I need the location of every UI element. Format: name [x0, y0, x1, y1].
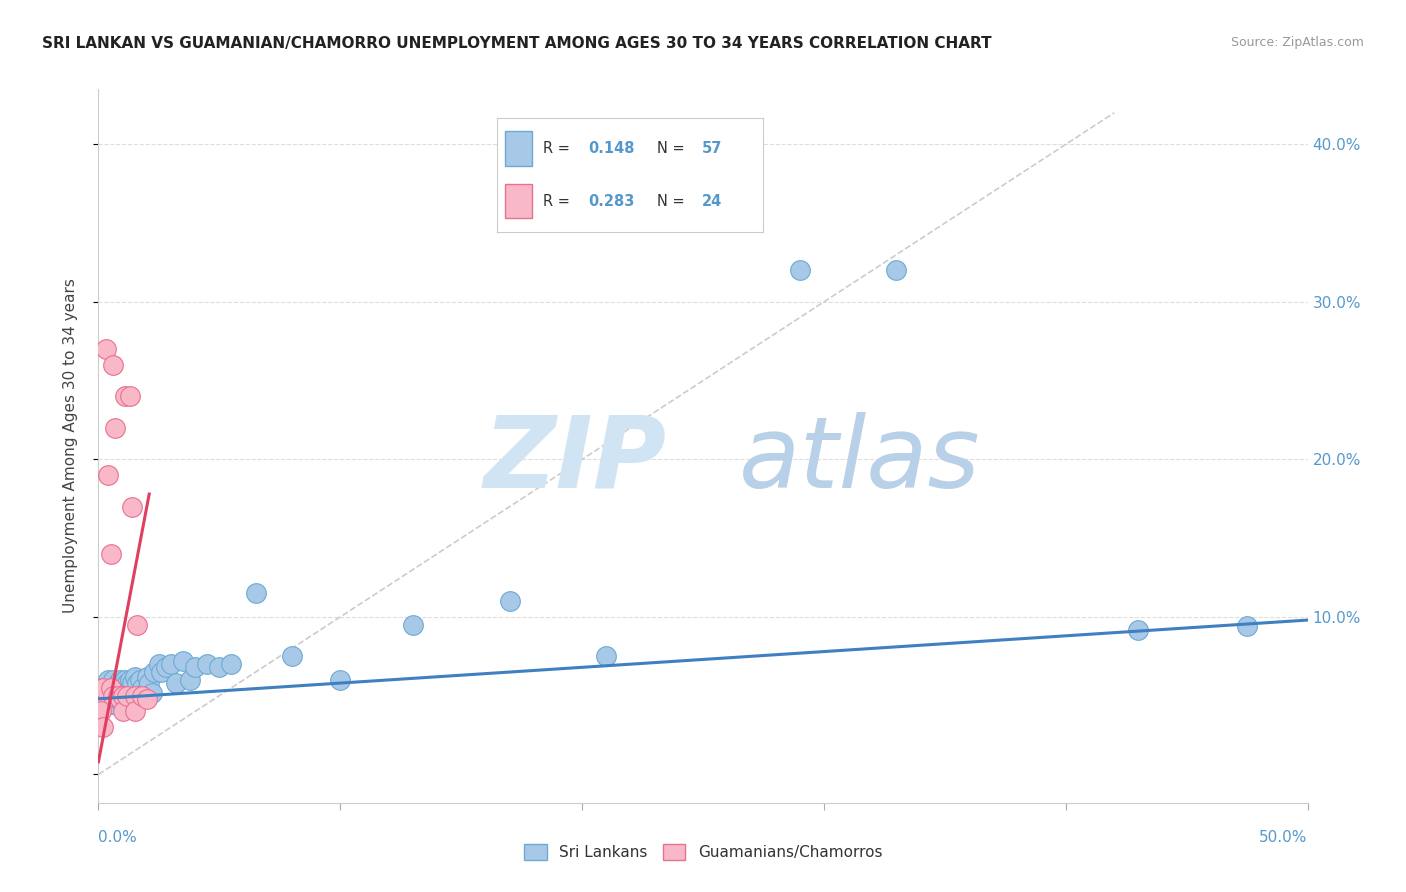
Point: [111, 697, 134, 711]
Point: [101, 358, 124, 372]
Point: [402, 617, 425, 632]
Point: [94, 697, 117, 711]
Point: [100, 697, 122, 711]
Text: Source: ZipAtlas.com: Source: ZipAtlas.com: [1230, 36, 1364, 49]
Point: [101, 689, 124, 703]
Text: ZIP: ZIP: [484, 412, 666, 508]
Point: [1128, 623, 1150, 637]
Point: [789, 263, 811, 277]
Point: [127, 617, 149, 632]
Point: [208, 660, 231, 674]
Point: [179, 673, 201, 687]
Point: [97, 468, 120, 483]
Point: [90, 705, 112, 719]
Point: [135, 691, 157, 706]
Point: [134, 685, 156, 699]
Text: 50.0%: 50.0%: [1260, 830, 1308, 845]
Point: [121, 500, 143, 514]
Point: [148, 657, 170, 672]
Point: [91, 720, 114, 734]
Point: [155, 660, 177, 674]
Point: [117, 676, 139, 690]
Point: [221, 657, 243, 672]
Point: [118, 689, 141, 703]
Point: [100, 681, 122, 695]
Point: [97, 673, 120, 687]
Point: [150, 665, 173, 679]
Point: [117, 691, 139, 706]
Point: [108, 673, 131, 687]
Point: [138, 676, 160, 690]
Point: [97, 689, 120, 703]
Point: [114, 689, 136, 703]
Text: atlas: atlas: [740, 412, 981, 508]
Point: [118, 673, 141, 687]
Point: [195, 657, 218, 672]
Point: [108, 689, 131, 703]
Point: [245, 586, 267, 600]
Point: [94, 342, 117, 356]
Point: [104, 421, 127, 435]
Point: [90, 689, 112, 703]
Point: [135, 670, 157, 684]
Point: [111, 705, 134, 719]
Point: [118, 389, 141, 403]
Point: [172, 654, 194, 668]
Text: SRI LANKAN VS GUAMANIAN/CHAMORRO UNEMPLOYMENT AMONG AGES 30 TO 34 YEARS CORRELAT: SRI LANKAN VS GUAMANIAN/CHAMORRO UNEMPLO…: [42, 36, 991, 51]
Y-axis label: Unemployment Among Ages 30 to 34 years: Unemployment Among Ages 30 to 34 years: [63, 278, 77, 614]
Point: [124, 689, 146, 703]
Point: [595, 649, 617, 664]
Legend: Sri Lankans, Guamanians/Chamorros: Sri Lankans, Guamanians/Chamorros: [517, 838, 889, 866]
Point: [184, 660, 207, 674]
Point: [131, 681, 153, 695]
Point: [886, 263, 908, 277]
Point: [111, 689, 134, 703]
Point: [281, 649, 304, 664]
Point: [117, 689, 139, 703]
Point: [101, 673, 124, 687]
Point: [114, 673, 136, 687]
Point: [141, 685, 163, 699]
Point: [104, 681, 127, 695]
Point: [90, 689, 112, 703]
Point: [1236, 619, 1258, 633]
Point: [121, 676, 143, 690]
Point: [107, 689, 129, 703]
Point: [143, 665, 166, 679]
Point: [127, 691, 149, 706]
Point: [128, 673, 150, 687]
Point: [91, 681, 114, 695]
Point: [114, 389, 136, 403]
Point: [165, 676, 187, 690]
Point: [108, 691, 131, 706]
Point: [131, 689, 153, 703]
Point: [107, 691, 129, 706]
Point: [91, 681, 114, 695]
Point: [101, 689, 124, 703]
Point: [160, 657, 183, 672]
Point: [124, 685, 146, 699]
Point: [329, 673, 352, 687]
Point: [127, 676, 149, 690]
Point: [124, 705, 146, 719]
Point: [107, 676, 129, 690]
Text: 0.0%: 0.0%: [98, 830, 138, 845]
Point: [121, 691, 143, 706]
Point: [124, 670, 146, 684]
Point: [498, 594, 520, 608]
Point: [100, 681, 122, 695]
Point: [100, 547, 122, 561]
Point: [111, 681, 134, 695]
Point: [104, 697, 127, 711]
